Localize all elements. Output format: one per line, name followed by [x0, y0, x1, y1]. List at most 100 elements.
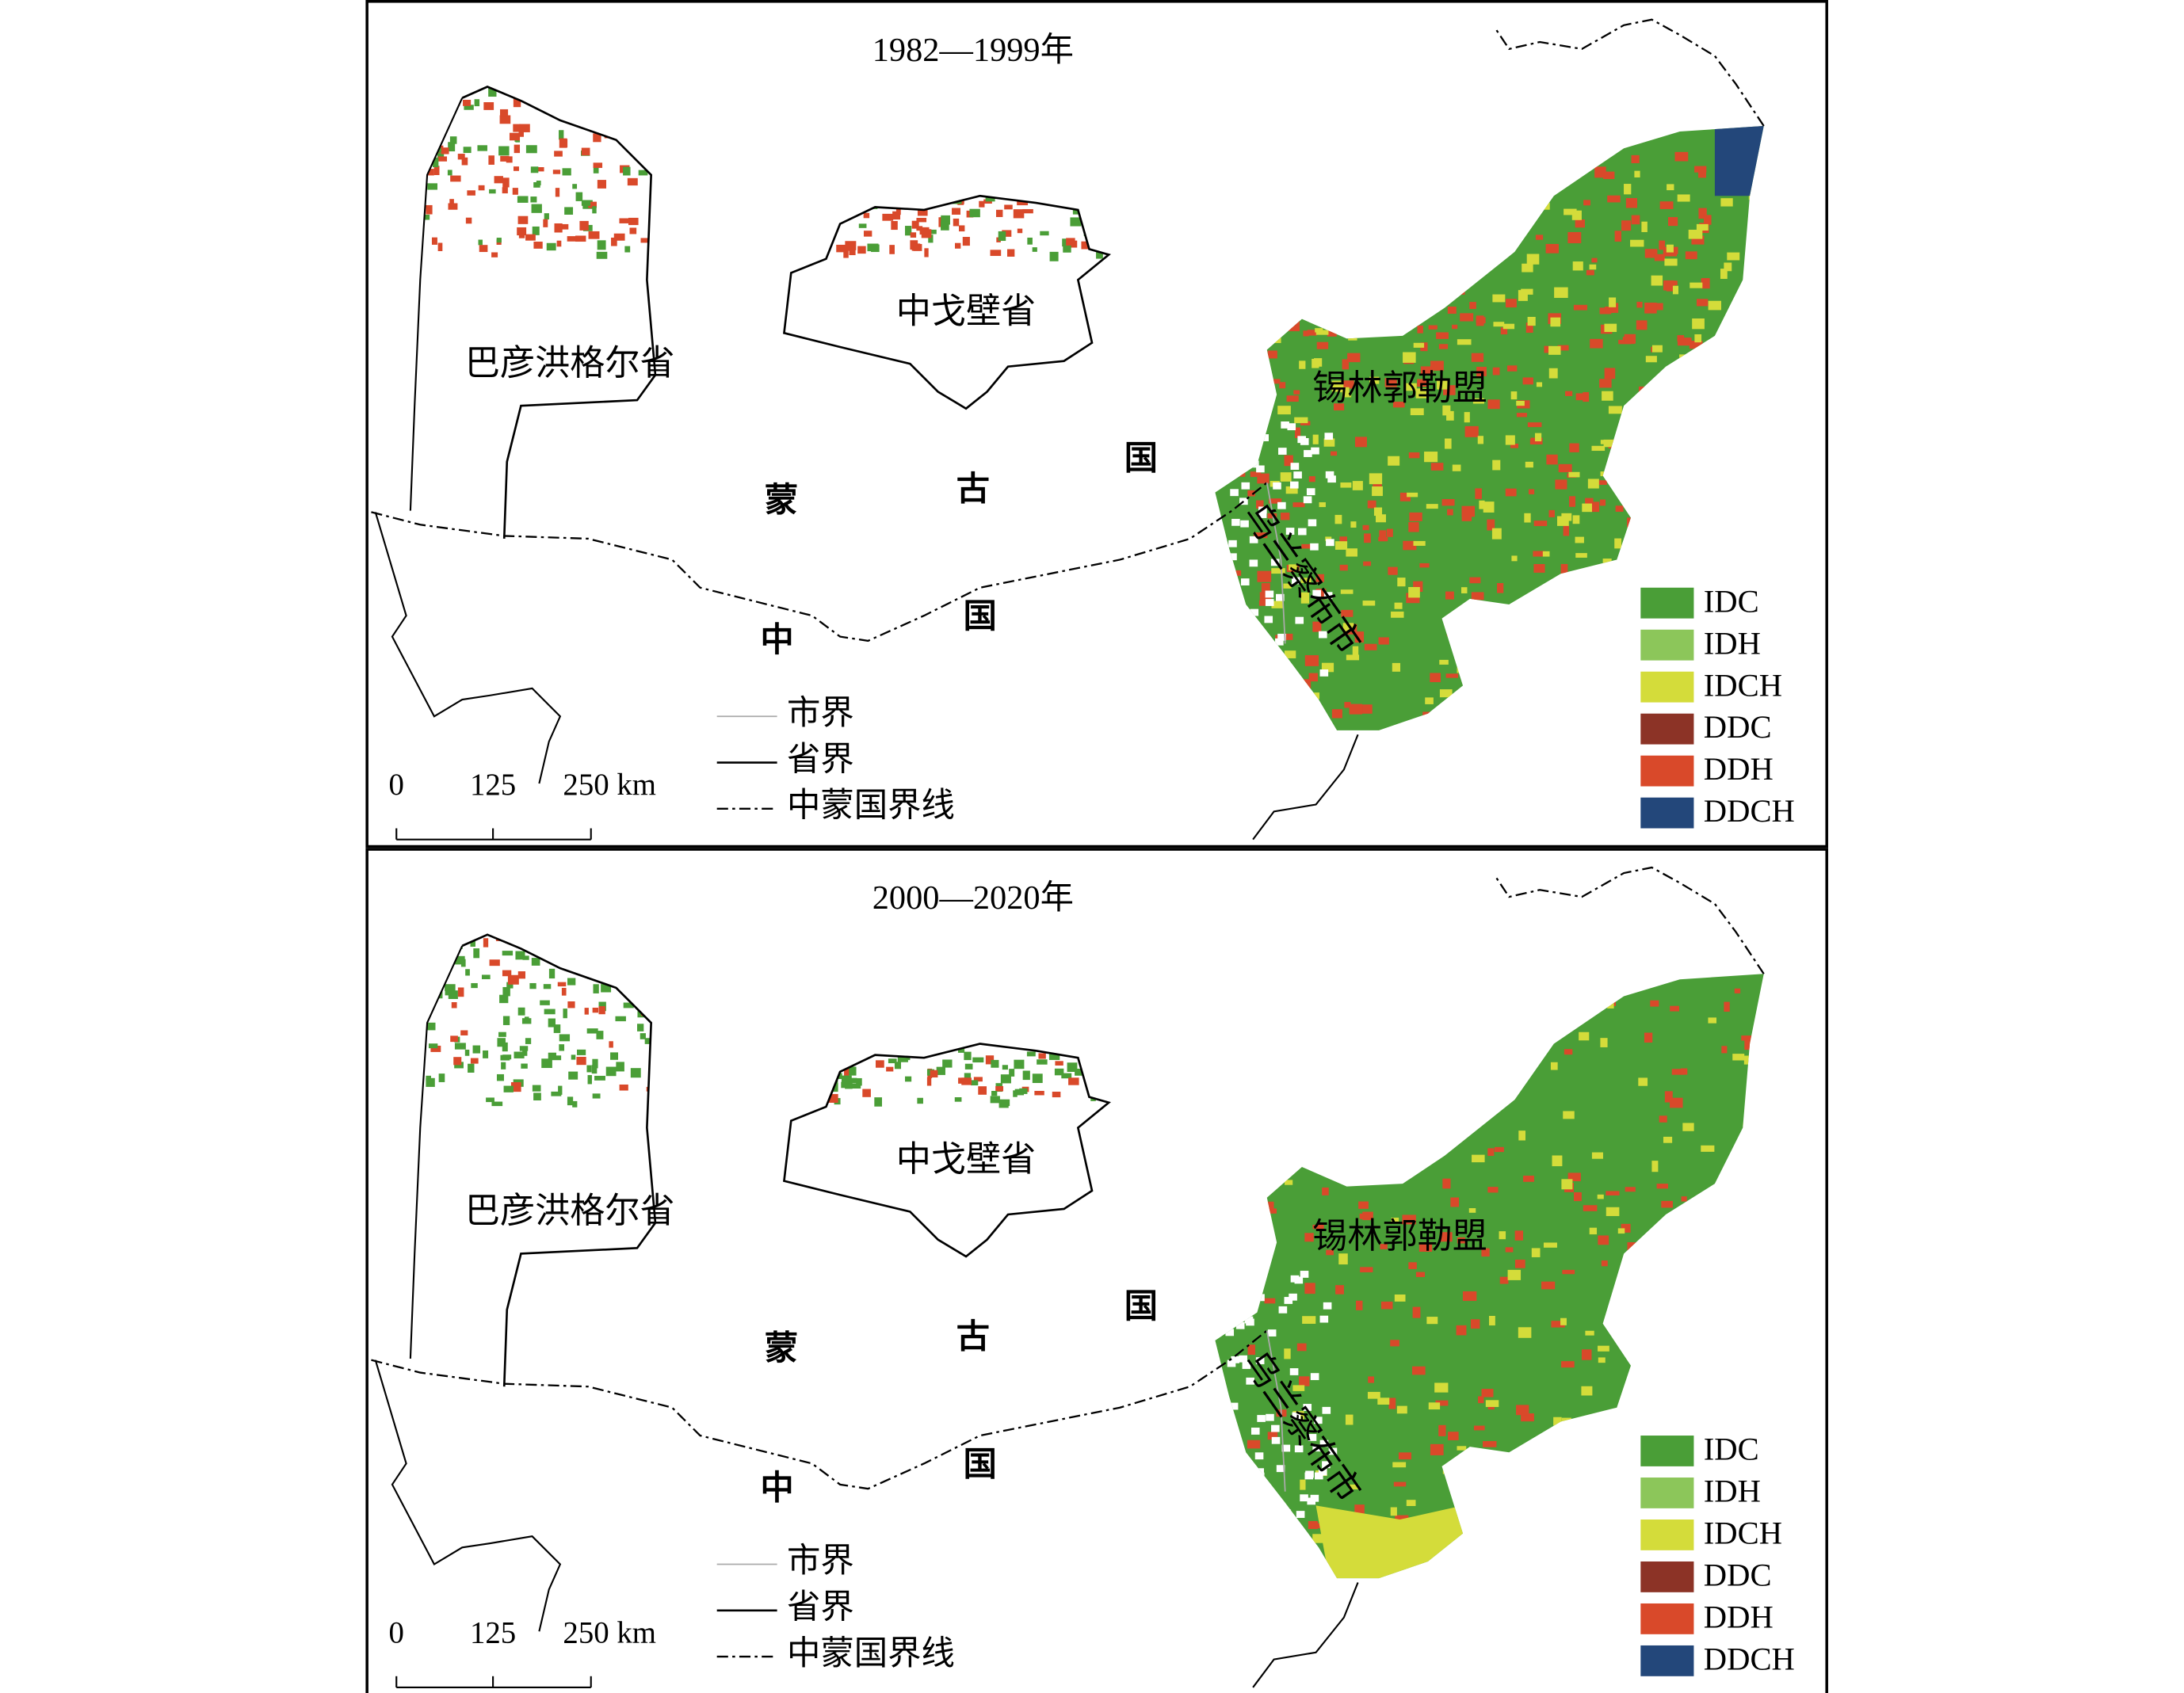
- speckle: [1375, 164, 1388, 172]
- speckle: [1337, 282, 1347, 290]
- speckle: [1565, 391, 1573, 396]
- speckle: [1430, 1443, 1444, 1455]
- speckle: [1300, 592, 1310, 604]
- speckle: [1271, 601, 1284, 608]
- speckle: [1373, 507, 1383, 517]
- speckle: [1500, 1481, 1512, 1489]
- speckle: [794, 204, 802, 210]
- speckle: [1314, 1417, 1323, 1424]
- speckle: [1240, 1530, 1250, 1540]
- speckle: [517, 88, 525, 93]
- speckle: [1585, 1330, 1594, 1336]
- speckle: [1306, 289, 1318, 298]
- speckle: [1435, 256, 1447, 268]
- speckle: [1062, 238, 1069, 247]
- speckle: [1682, 539, 1693, 546]
- legend-swatch: [1640, 1436, 1694, 1466]
- speckle: [1446, 626, 1460, 637]
- speckle: [1436, 379, 1448, 390]
- speckle: [632, 974, 638, 983]
- speckle: [1315, 1472, 1323, 1480]
- speckle: [1447, 306, 1457, 315]
- speckle: [1308, 673, 1318, 682]
- speckle: [1013, 209, 1025, 219]
- speckle: [1347, 353, 1361, 363]
- speckle: [627, 177, 638, 186]
- speckle: [1554, 167, 1567, 178]
- speckle: [1250, 1428, 1260, 1435]
- speckle: [1394, 1295, 1406, 1302]
- speckle: [957, 1047, 965, 1053]
- speckle: [1259, 1015, 1272, 1021]
- legend-swatch: [1640, 1603, 1694, 1634]
- speckle: [441, 966, 450, 971]
- speckle: [1495, 723, 1508, 729]
- speckle: [803, 215, 811, 223]
- speckle: [630, 98, 641, 106]
- speckle: [1703, 468, 1710, 476]
- speckle: [561, 987, 567, 996]
- speckle: [830, 1069, 836, 1077]
- speckle: [1499, 1231, 1506, 1240]
- speckle: [1560, 1317, 1567, 1325]
- speckle: [1398, 1452, 1412, 1460]
- speckle: [1708, 541, 1717, 551]
- speckle: [1468, 232, 1482, 243]
- speckle: [1694, 334, 1702, 343]
- speckle: [1431, 1067, 1440, 1073]
- speckle: [1760, 388, 1764, 398]
- speckle: [1438, 344, 1449, 349]
- speckle: [1105, 1054, 1109, 1061]
- legend-swatch: [1640, 713, 1694, 745]
- speckle: [547, 953, 556, 962]
- speckle: [995, 209, 1003, 217]
- speckle: [800, 248, 808, 254]
- speckle: [1715, 1253, 1722, 1261]
- speckle: [445, 984, 456, 991]
- speckle: [863, 199, 869, 208]
- speckle: [1304, 1472, 1314, 1480]
- speckle: [1470, 1319, 1480, 1329]
- speckle: [1607, 1001, 1614, 1009]
- speckle: [605, 954, 614, 963]
- speckle: [1434, 1382, 1449, 1393]
- speckle: [1593, 480, 1607, 485]
- city-boundary: [1266, 1330, 1286, 1492]
- speckle: [1609, 303, 1619, 313]
- speckle: [1280, 186, 1292, 194]
- speckle: [507, 974, 519, 985]
- speckle: [1061, 1073, 1072, 1079]
- speckle: [1528, 489, 1535, 494]
- speckle: [800, 1061, 809, 1070]
- speckle: [1544, 345, 1553, 353]
- speckle: [449, 98, 459, 107]
- speckle: [1502, 170, 1510, 179]
- speckle: [465, 217, 472, 224]
- speckle: [1248, 644, 1257, 652]
- speckle: [1609, 574, 1623, 584]
- region-label: 锡林郭勒盟: [1312, 1217, 1487, 1256]
- speckle: [1518, 214, 1529, 220]
- speckle: [557, 982, 567, 987]
- speckle: [1403, 540, 1417, 551]
- speckle: [619, 218, 630, 223]
- speckle: [1282, 1509, 1292, 1517]
- speckle: [500, 109, 509, 117]
- speckle: [1334, 514, 1342, 524]
- speckle: [1392, 402, 1405, 408]
- speckle: [1339, 260, 1350, 270]
- speckle: [1679, 542, 1691, 551]
- speckle: [592, 206, 597, 214]
- speckle: [1292, 502, 1305, 508]
- province-boundary: [374, 512, 562, 784]
- speckle: [1247, 490, 1255, 497]
- speckle: [513, 97, 521, 108]
- speckle: [1497, 583, 1504, 593]
- legend-label: DDH: [1704, 751, 1774, 787]
- speckle: [964, 1063, 973, 1070]
- speckle: [494, 176, 503, 184]
- speckle: [1502, 625, 1515, 634]
- speckle: [1017, 228, 1023, 234]
- province-boundary: [1252, 1582, 1359, 1688]
